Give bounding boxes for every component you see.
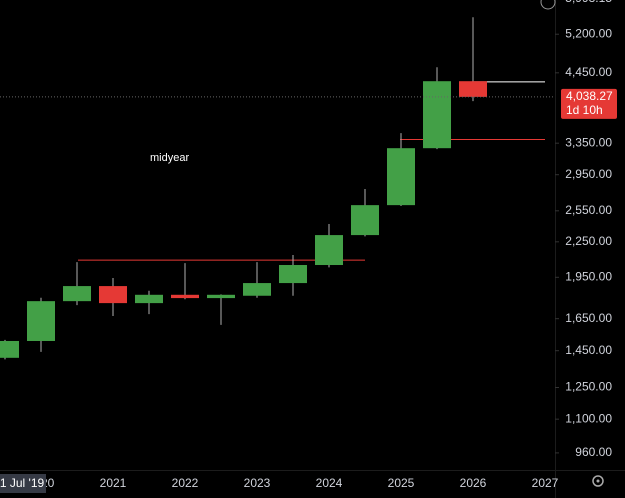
- x-tick-label: 2026: [460, 476, 487, 490]
- candle-body: [99, 286, 127, 304]
- y-tick-label: 3,350.00: [565, 135, 612, 149]
- scale-icon[interactable]: [540, 0, 556, 10]
- candle-body: [351, 205, 379, 236]
- y-tick-label: 960.00: [575, 445, 612, 459]
- y-tick-label: 2,250.00: [565, 234, 612, 248]
- y-tick-label: 1,650.00: [565, 311, 612, 325]
- x-tick-label: 2027: [532, 476, 559, 490]
- annotation: midyear: [150, 152, 189, 164]
- settings-icon-dot[interactable]: [596, 479, 600, 483]
- x-tick-label: 2021: [100, 476, 127, 490]
- last-price-label: 4,038.27: [566, 89, 613, 103]
- x-tick-label: 2025: [388, 476, 415, 490]
- x-tick-label: 1 Jul '19: [0, 476, 44, 490]
- candle-body: [243, 283, 271, 296]
- y-tick-label: 1,100.00: [565, 411, 612, 425]
- settings-icon[interactable]: [592, 475, 604, 487]
- last-price-box: [561, 88, 617, 119]
- y-tick-label: 1,250.00: [565, 380, 612, 394]
- settings-icon-ring[interactable]: [592, 475, 604, 487]
- y-tick-label: 2,950.00: [565, 167, 612, 181]
- candle-body: [279, 265, 307, 284]
- y-tick-label: 5,200.00: [565, 26, 612, 40]
- candle-body: [423, 81, 451, 149]
- candle-body: [0, 340, 19, 358]
- candle-body: [135, 294, 163, 304]
- y-tick-label: 2,550.00: [565, 203, 612, 217]
- candle-body: [63, 286, 91, 302]
- x-tick-label: 2022: [172, 476, 199, 490]
- candle-body: [27, 301, 55, 341]
- candle-body: [171, 294, 199, 299]
- countdown: 1d 10h: [566, 103, 603, 117]
- candle-body: [315, 235, 343, 266]
- y-tick-label: 4,450.00: [565, 65, 612, 79]
- y-tick-label: 5,993.15: [565, 0, 612, 5]
- crosshair-label-box: [0, 474, 46, 493]
- y-tick-label: 1,450.00: [565, 343, 612, 357]
- candle-body: [459, 81, 487, 97]
- candle-body: [387, 148, 415, 206]
- y-tick-label: 1,950.00: [565, 269, 612, 283]
- x-tick-label: 2023: [244, 476, 271, 490]
- candle-body: [207, 294, 235, 299]
- x-tick-label: 2024: [316, 476, 343, 490]
